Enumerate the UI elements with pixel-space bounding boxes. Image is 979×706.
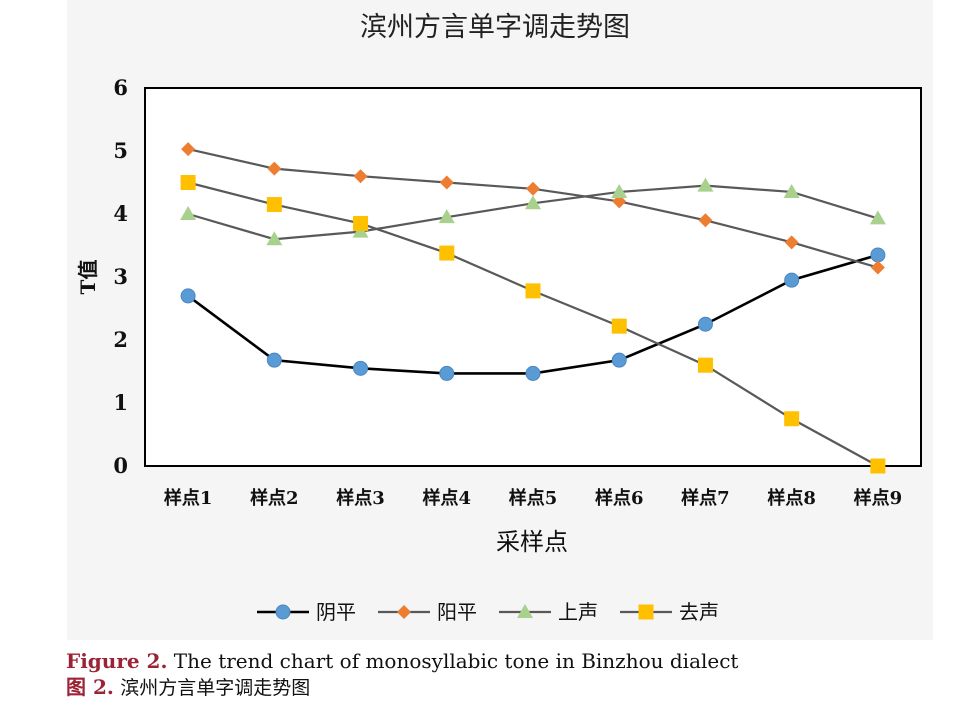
data-point [611,318,627,334]
data-point [438,209,455,224]
data-point [869,210,886,225]
x-tick-label: 样点4 [423,487,472,509]
x-tick-label: 样点8 [767,487,816,509]
data-point [180,175,196,190]
y-tick-label: 6 [113,75,128,100]
caption-en: Figure 2. The trend chart of monosyllabi… [66,648,966,674]
series-layer [180,142,886,474]
data-point [267,161,282,176]
y-axis-ticks: 0 1 2 3 4 5 6 [113,75,128,478]
y-tick-label: 2 [113,327,128,352]
caption-zh-text: 滨州方言单字调走势图 [120,677,311,699]
data-point [870,458,886,474]
data-point [181,142,196,157]
x-tick-label: 样点5 [509,487,558,509]
y-tick-label: 4 [113,201,128,226]
data-point [611,352,627,368]
legend-label: 阴平 [316,600,356,624]
data-point [180,288,196,304]
data-point [353,360,369,376]
data-point [784,411,800,427]
x-tick-label: 样点3 [336,487,385,509]
data-point [870,260,885,275]
data-point [525,365,541,381]
y-tick-label: 5 [113,138,128,163]
data-point [526,181,540,196]
legend: 阴平 阳平 上声 去声 [257,600,719,624]
line-chart: 滨州方言单字调走势图 0 1 2 3 4 5 6 样点1 样点2 样点3 样点4 样点5 样点6 样点7… [76,12,922,624]
legend-marker [638,604,654,620]
data-point [525,195,541,210]
figure-caption: Figure 2. The trend chart of monosyllabi… [66,648,966,701]
data-point [266,197,282,213]
x-axis-ticks: 样点1 样点2 样点3 样点4 样点5 样点6 样点7 样点8 样点9 [164,487,902,509]
caption-en-text: The trend chart of monosyllabic tone in … [173,649,739,673]
legend-marker [517,604,533,618]
data-point [697,357,713,373]
x-axis-title: 采样点 [496,528,568,556]
data-point [870,247,886,263]
legend-label: 阳平 [437,600,477,624]
y-axis-title: T值 [76,260,100,295]
data-point [698,213,713,228]
y-tick-label: 3 [113,264,128,289]
caption-zh: 图 2. 滨州方言单字调走势图 [66,674,966,701]
legend-marker [275,604,291,620]
x-tick-label: 样点9 [854,487,903,509]
series-4-points [180,175,886,474]
y-tick-label: 0 [113,453,128,478]
legend-label: 去声 [679,600,719,624]
data-point [353,215,369,231]
data-point [439,245,455,261]
data-point [525,283,541,299]
data-point [180,206,197,220]
data-point [266,352,282,368]
y-tick-label: 1 [113,390,128,415]
x-tick-label: 样点1 [164,487,213,509]
data-point [697,177,714,192]
data-point [784,235,799,250]
caption-en-label: Figure 2. [66,649,168,673]
data-point [784,272,800,288]
series-3-points [180,177,886,246]
x-tick-label: 样点7 [681,487,730,509]
chart-title: 滨州方言单字调走势图 [360,12,630,43]
series-2-points [181,142,885,275]
data-point [611,183,628,198]
data-point [439,365,455,381]
data-point [697,316,713,332]
x-tick-label: 样点6 [595,487,644,509]
data-point [439,175,454,190]
data-point [266,231,283,246]
x-tick-label: 样点2 [250,487,299,509]
data-point [783,183,800,198]
data-point [353,169,368,184]
series-1-points [180,247,886,381]
caption-zh-label: 图 2. [66,675,114,699]
chart-panel: 滨州方言单字调走势图 0 1 2 3 4 5 6 样点1 样点2 样点3 样点4 样点5 样点6 样点7… [67,0,933,640]
legend-marker [397,605,411,619]
legend-label: 上声 [558,600,598,624]
